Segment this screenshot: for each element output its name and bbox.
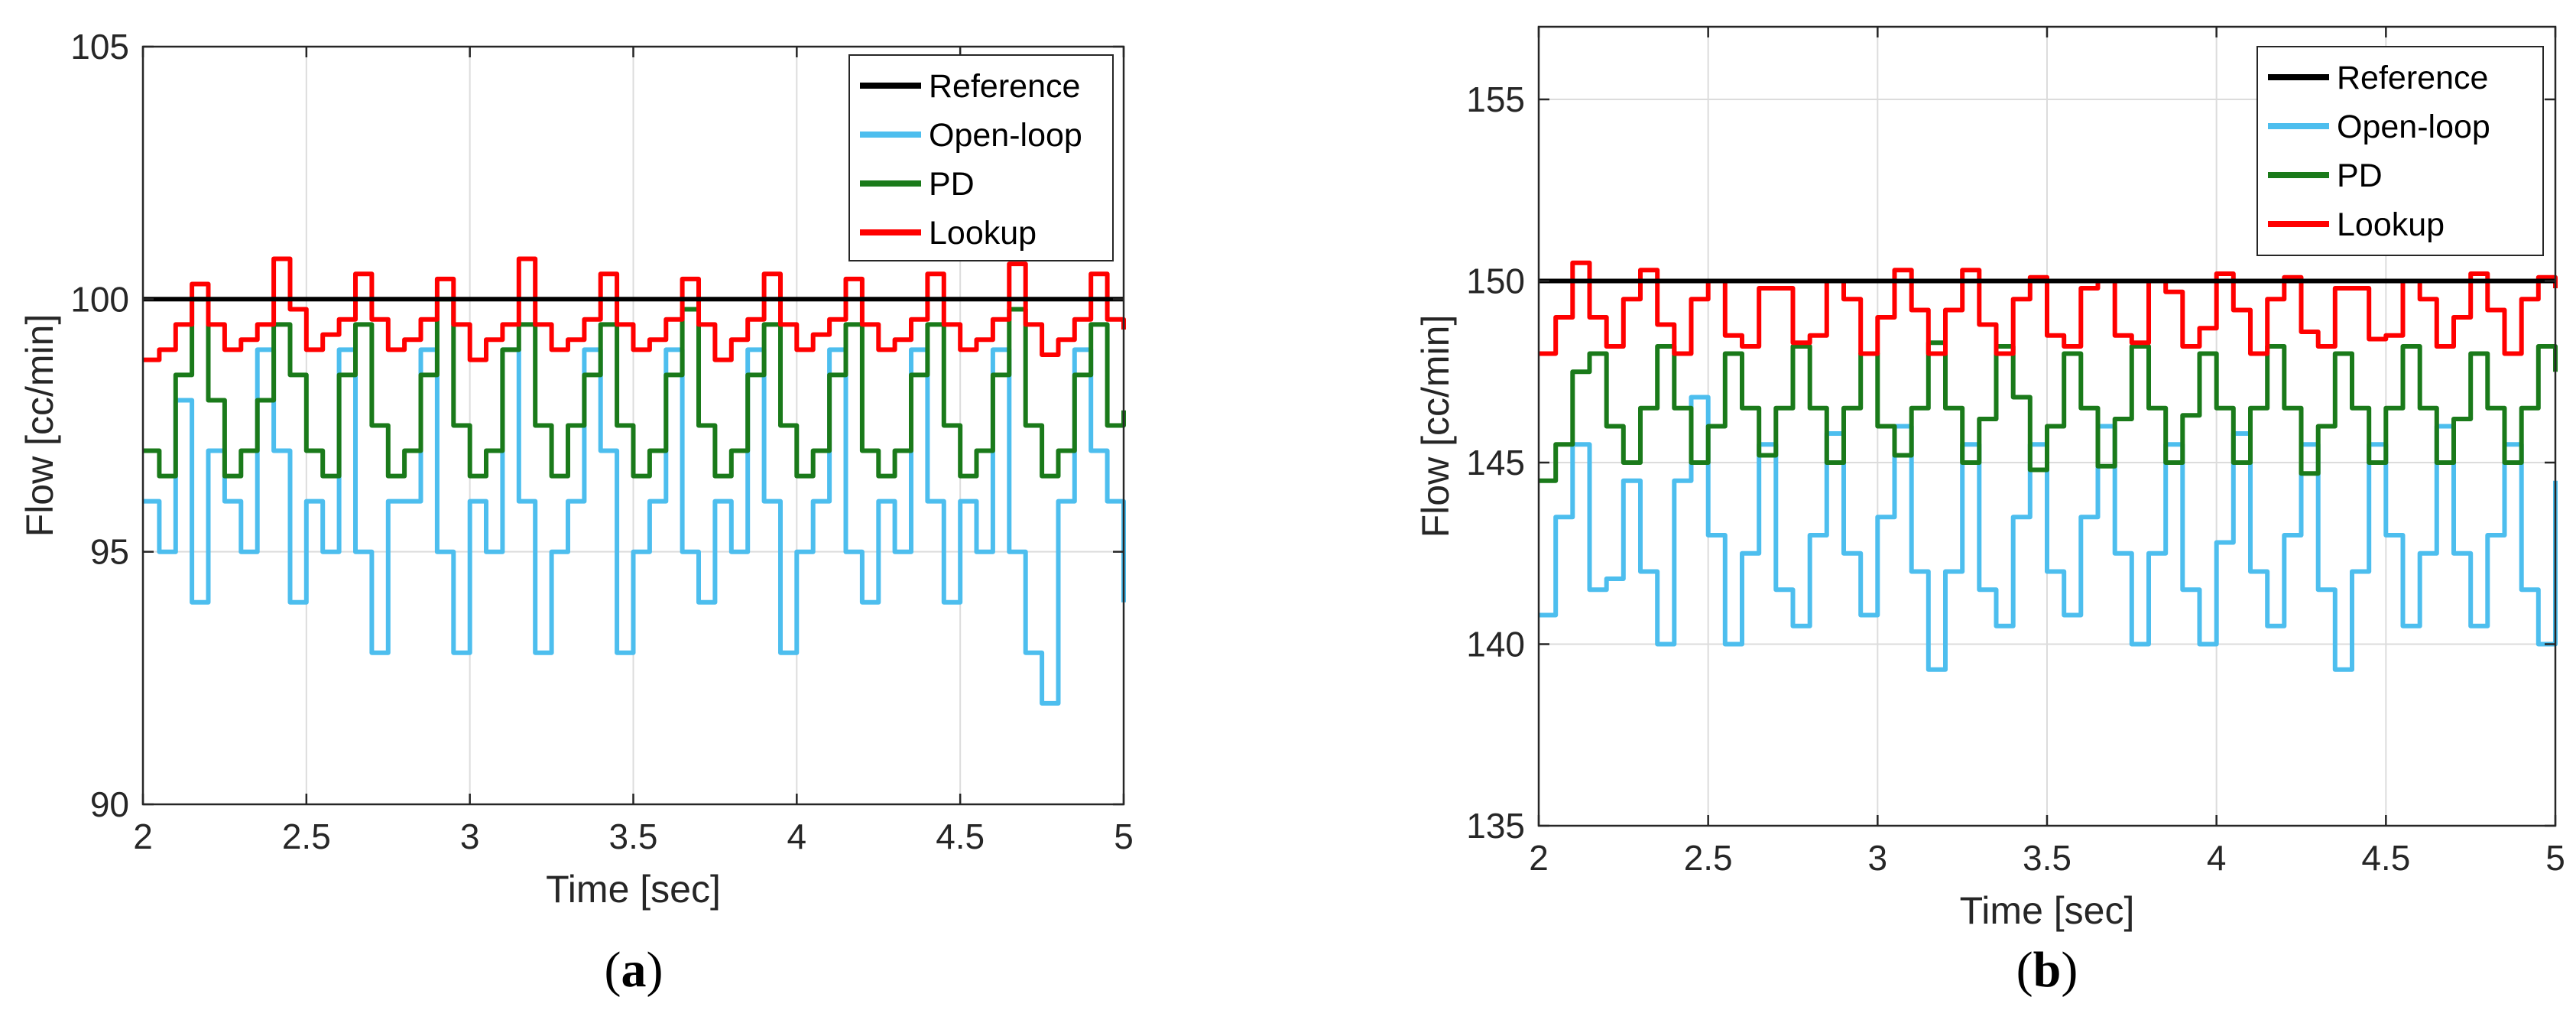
y-tick-label: 90 bbox=[90, 784, 129, 824]
x-tick-label: 4.5 bbox=[936, 817, 985, 856]
panel-caption: (b) bbox=[2016, 942, 2078, 998]
series-line-open-loop bbox=[1539, 395, 2558, 672]
x-tick-label: 3.5 bbox=[609, 817, 658, 856]
y-tick-label: 140 bbox=[1466, 625, 1525, 664]
x-tick-label: 4 bbox=[787, 817, 807, 856]
chart-panel-b: 2 2.5 3 3.5 4 4.5 5 135 140 145 150 155 Time [sec] Fl… bbox=[1414, 25, 2565, 998]
y-axis-label: Flow [cc/min] bbox=[1414, 315, 1457, 538]
y-tick-label: 105 bbox=[70, 27, 129, 67]
x-tick-label: 5 bbox=[2545, 838, 2565, 878]
legend-label: Reference bbox=[929, 68, 1080, 105]
legend-box bbox=[848, 54, 1114, 261]
x-tick-label: 2.5 bbox=[1684, 838, 1733, 878]
x-tick-label: 3 bbox=[460, 817, 480, 856]
series-line-pd bbox=[143, 297, 1126, 479]
x-tick-label: 2 bbox=[133, 817, 153, 856]
chart-panel-a: 2 2.5 3 3.5 4 4.5 5 90 95 100 105 Time [sec] Flow [c… bbox=[18, 27, 1134, 998]
legend-label: Lookup bbox=[2337, 206, 2445, 243]
legend-label: Reference bbox=[2337, 60, 2488, 96]
x-tick-label: 2.5 bbox=[282, 817, 331, 856]
legend-box bbox=[2256, 46, 2544, 256]
legend-label: Open-loop bbox=[2337, 109, 2490, 145]
series-line-lookup bbox=[143, 256, 1126, 362]
x-tick-label: 4 bbox=[2207, 838, 2227, 878]
x-tick-label: 2 bbox=[1529, 838, 1549, 878]
x-tick-label: 3.5 bbox=[2023, 838, 2072, 878]
legend-label: Open-loop bbox=[929, 117, 1082, 154]
x-tick-label: 4.5 bbox=[2361, 838, 2410, 878]
y-tick-label: 145 bbox=[1466, 443, 1525, 482]
y-tick-label: 95 bbox=[90, 532, 129, 572]
x-tick-label: 3 bbox=[1868, 838, 1888, 878]
y-tick-label: 150 bbox=[1466, 261, 1525, 301]
y-tick-label: 100 bbox=[70, 279, 129, 319]
series-line-lookup bbox=[1539, 260, 2558, 356]
x-tick-label: 5 bbox=[1114, 817, 1134, 856]
legend-label: Lookup bbox=[929, 215, 1037, 252]
panel-caption: (a) bbox=[605, 942, 663, 998]
legend-label: PD bbox=[2337, 158, 2383, 194]
y-tick-label: 135 bbox=[1466, 806, 1525, 846]
y-tick-label: 155 bbox=[1466, 80, 1525, 119]
series-line-pd bbox=[1539, 340, 2558, 483]
legend-label: PD bbox=[929, 166, 975, 203]
x-axis-label: Time [sec] bbox=[1960, 889, 2135, 932]
y-axis-label: Flow [cc/min] bbox=[18, 314, 61, 537]
series-line-open-loop bbox=[143, 347, 1126, 706]
x-axis-label: Time [sec] bbox=[546, 868, 721, 911]
